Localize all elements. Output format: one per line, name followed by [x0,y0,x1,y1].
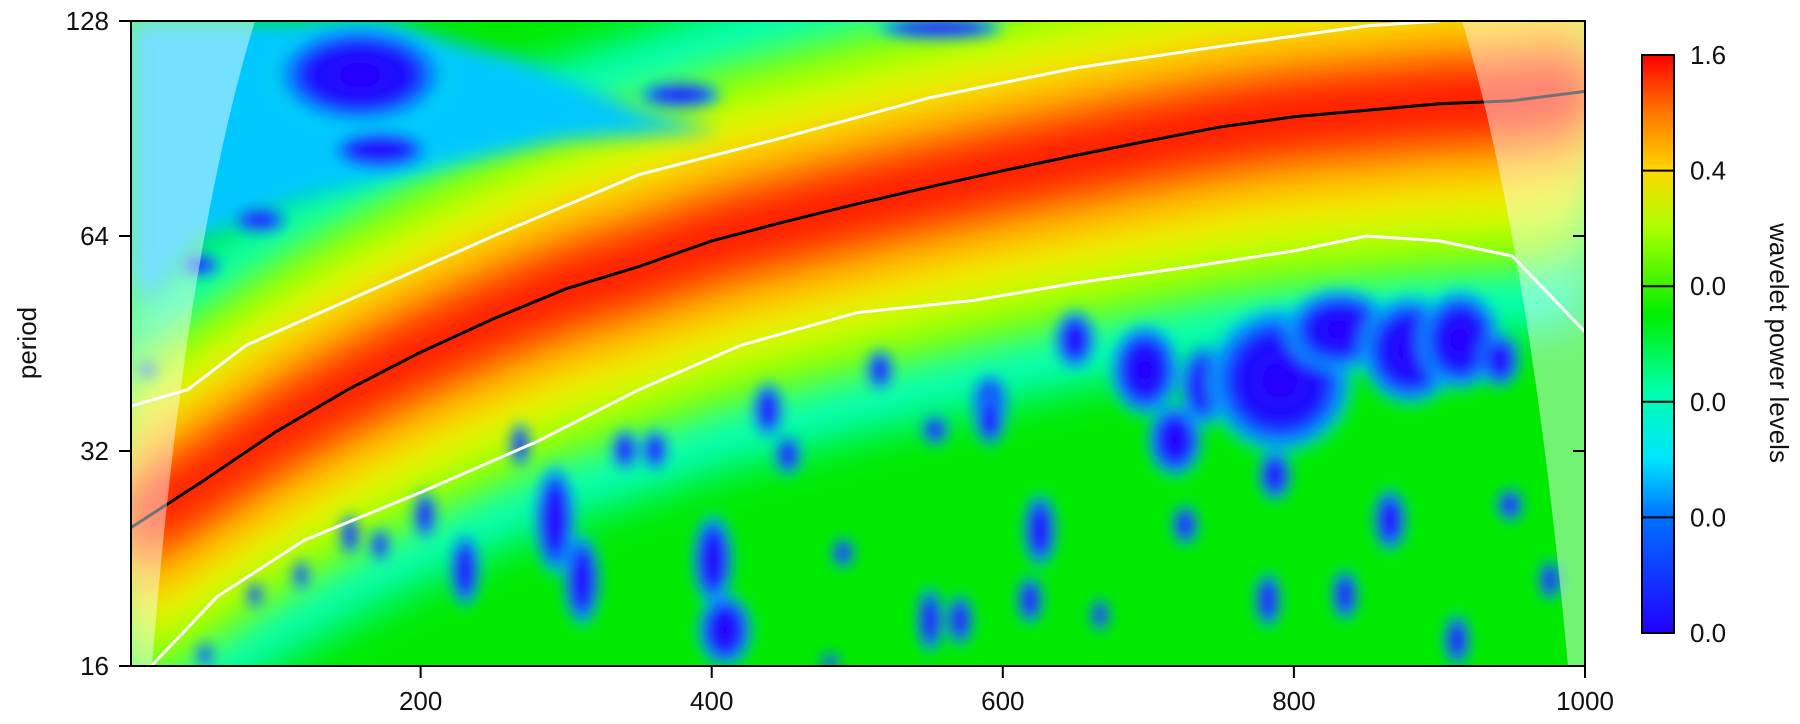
colorbar-title: wavelet power levels [1764,222,1794,463]
low-power-blob [370,527,390,563]
low-power-blob [866,348,894,392]
low-power-blob [562,530,602,630]
low-power-blob [921,414,949,446]
low-power-blob [774,433,802,477]
y-tick-label: 128 [66,6,109,36]
colorbar-ticks: 1.6 0.4 0.0 0.0 0.0 0.0 [1642,40,1726,648]
colorbar-tick-label: 0.0 [1690,502,1726,532]
y-tick-label: 16 [80,651,109,681]
low-power-blob [1022,490,1058,570]
low-power-blob [413,489,437,541]
low-power-blob [265,21,455,130]
colorbar-tick-label: 0.0 [1690,271,1726,301]
significance-contour-lower [150,234,1585,666]
low-power-blob [247,581,263,609]
low-power-blob [293,559,309,591]
low-power-blob [178,253,222,277]
low-power-blob [695,590,755,666]
low-power-blob [197,641,213,666]
low-power-blob [325,128,435,172]
low-power-blob [946,592,974,648]
low-power-blob [1053,308,1097,372]
low-power-blob [1171,503,1199,547]
y-axis-title: period [12,307,42,379]
power-bands [131,21,1585,666]
plot-frame [130,20,1586,667]
colorbar-tick-label: 1.6 [1690,40,1726,70]
low-power-regions [137,21,1562,666]
low-power-blob [820,652,840,666]
low-power-blob [1016,574,1044,626]
cone-of-influence-left [131,21,255,666]
low-power-blob [1478,330,1522,390]
x-tick-label: 1000 [1556,686,1614,716]
colorbar: 1.6 0.4 0.0 0.0 0.0 0.0 wavelet power levels [1641,40,1794,648]
ridge-line [131,89,1585,529]
low-power-blob [1107,320,1183,420]
significance-contour-upper [131,21,1440,408]
power-band [131,24,1585,595]
low-power-blob [230,206,290,234]
low-power-blob [137,362,157,378]
colorbar-tick-label: 0.0 [1690,618,1726,648]
low-power-blob [870,21,1010,40]
low-power-blob [641,428,669,472]
low-power-blob [974,392,1006,448]
x-tick-label: 200 [399,686,442,716]
x-tick-label: 400 [690,686,733,716]
x-tick-label: 600 [981,686,1024,716]
wavelet-power-heatmap [131,21,1585,666]
colorbar-tick-label: 0.4 [1690,156,1726,186]
low-power-blob [1090,597,1110,633]
low-power-blob [449,530,481,610]
low-power-blob [510,421,530,469]
colorbar-tick-label: 0.0 [1690,387,1726,417]
low-power-blob [1257,447,1293,503]
low-power-blob [635,81,725,109]
low-power-blob [691,510,735,610]
low-power-blob [611,428,639,472]
cone-of-influence-right [1462,21,1585,666]
y-tick-label: 32 [80,436,109,466]
colorbar-gradient [1641,54,1675,634]
low-power-blob [1443,612,1471,666]
low-power-blob [1254,570,1282,630]
y-axis: 16 32 64 128 [66,6,1585,681]
x-tick-label: 800 [1272,686,1315,716]
low-power-blob [1372,486,1408,554]
x-axis: 200 400 600 800 1000 [399,666,1614,716]
low-power-blob [831,537,855,569]
low-power-blob [1538,558,1562,602]
low-power-blob [916,584,944,656]
low-power-blob [1496,487,1524,523]
low-power-blob [752,380,784,440]
low-power-blob [1331,567,1359,623]
y-tick-label: 64 [80,221,109,251]
